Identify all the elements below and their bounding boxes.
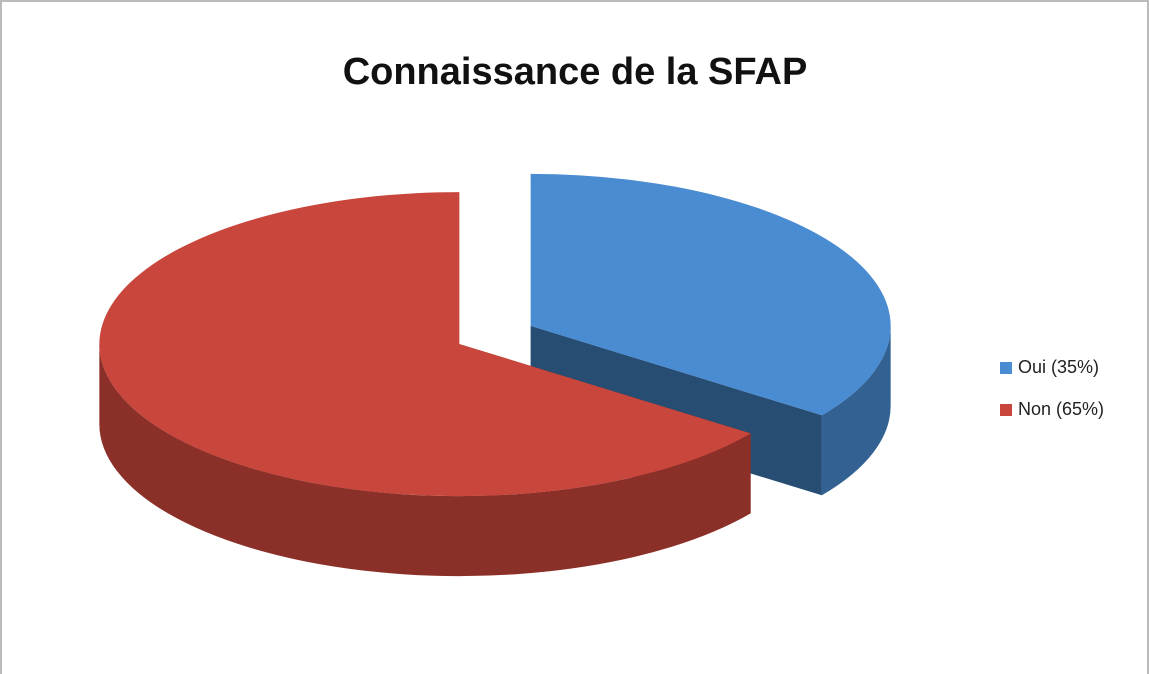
legend-label: Oui (35%)	[1018, 357, 1099, 377]
slice	[530, 173, 891, 416]
legend-label: Non (65%)	[1018, 399, 1104, 419]
legend-swatch	[1000, 404, 1012, 416]
legend-swatch	[1000, 362, 1012, 374]
slice-group	[99, 192, 751, 577]
slice	[99, 192, 751, 497]
slice-side-shade	[821, 325, 891, 496]
slice-side	[821, 325, 891, 496]
slice-side	[99, 344, 751, 577]
slice-side-shade	[99, 344, 751, 577]
chart-title: Connaissance de la SFAP	[343, 51, 808, 93]
